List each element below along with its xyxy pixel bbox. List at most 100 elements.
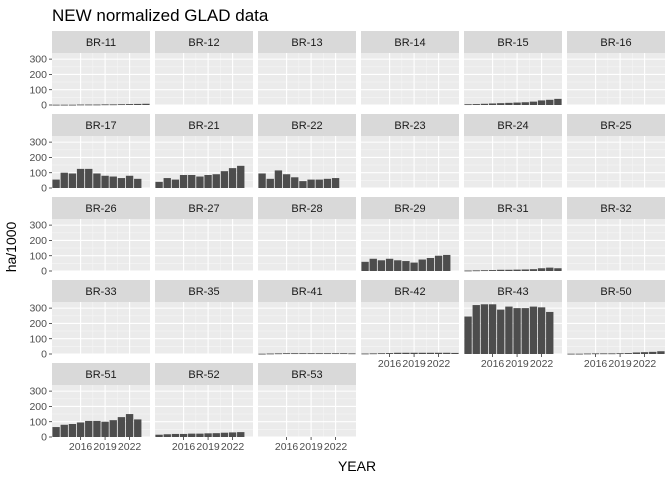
panel-background	[361, 136, 459, 188]
bar-br-22-2016	[282, 174, 291, 188]
facet-panel-br-16: BR-16	[567, 31, 665, 106]
panel-background	[258, 219, 356, 271]
facet-strip-label: BR-42	[394, 286, 425, 298]
x-tick-label: 2022	[633, 358, 657, 370]
bar-br-11-2020	[109, 104, 117, 106]
bar-br-41-2024	[348, 353, 356, 355]
facet-strip	[52, 31, 150, 53]
bar-br-21-2015	[171, 179, 180, 188]
bar-br-17-2015	[68, 173, 77, 188]
bar-br-17-2019	[101, 175, 109, 188]
bar-br-17-2018	[93, 173, 101, 188]
y-tick-label: 300	[29, 220, 47, 232]
facet-strip	[567, 31, 665, 53]
bar-br-11-2014	[60, 104, 68, 106]
facet-panel-br-52: BR-52 2016 2019 2022	[155, 363, 253, 453]
bar-br-31-2022	[537, 268, 546, 271]
y-tick-label: 0	[41, 183, 47, 195]
bar-br-52-2014	[163, 434, 171, 437]
x-tick-label: 2019	[93, 441, 117, 453]
panel-background	[52, 385, 150, 437]
bar-br-41-2020	[315, 353, 323, 355]
bar-br-15-2015	[480, 103, 489, 105]
bar-br-52-2022	[228, 432, 237, 437]
bar-br-31-2017	[497, 269, 505, 271]
bar-br-29-2019	[410, 262, 418, 271]
facet-strip-label: BR-43	[497, 286, 528, 298]
bar-br-11-2023	[134, 103, 142, 105]
facet-panel-br-23: BR-23	[361, 114, 459, 189]
bar-br-42-2018	[402, 352, 410, 354]
bar-br-42-2014	[369, 353, 377, 355]
bar-br-50-2019	[616, 353, 624, 355]
bar-br-15-2021	[529, 101, 538, 105]
bar-br-21-2020	[212, 174, 220, 188]
bar-br-17-2013	[52, 179, 60, 188]
facet-strip	[155, 31, 253, 53]
bar-br-17-2023	[134, 178, 142, 188]
bar-br-51-2018	[93, 420, 101, 437]
bar-br-11-2017	[85, 104, 93, 106]
bar-br-50-2024	[657, 351, 665, 354]
panel-background	[258, 302, 356, 354]
bar-br-51-2019	[101, 421, 109, 437]
bar-br-22-2018	[299, 181, 307, 188]
bar-br-41-2014	[266, 353, 274, 355]
bar-br-50-2016	[591, 353, 600, 355]
x-tick-label: 2022	[427, 358, 451, 370]
bar-br-31-2024	[554, 268, 562, 271]
facet-panel-br-13: BR-13	[258, 31, 356, 106]
facet-strip	[361, 31, 459, 53]
bar-br-29-2014	[369, 258, 377, 271]
bar-br-15-2020	[521, 102, 529, 105]
panel-background	[464, 302, 562, 354]
bar-br-41-2023	[340, 353, 348, 355]
bar-br-29-2013	[361, 261, 369, 271]
bar-br-43-2019	[513, 308, 521, 354]
bar-br-31-2023	[546, 267, 554, 271]
facet-panel-br-17: BR-17 0 100 200 300	[29, 114, 150, 195]
facet-strip-label: BR-23	[394, 120, 425, 132]
bar-br-51-2022	[125, 414, 134, 437]
bar-br-15-2013	[464, 104, 472, 106]
bar-br-17-2021	[117, 178, 126, 188]
facet-strip-label: BR-21	[188, 120, 219, 132]
bar-br-52-2018	[196, 433, 204, 437]
y-tick-label: 0	[41, 432, 47, 444]
bar-br-31-2013	[464, 270, 472, 272]
facet-strip-label: BR-32	[600, 203, 631, 215]
bar-br-22-2013	[258, 173, 266, 188]
bar-br-31-2019	[513, 269, 521, 271]
facet-strip-label: BR-27	[188, 203, 219, 215]
panel-background	[155, 136, 253, 188]
bar-br-51-2016	[76, 422, 85, 437]
facet-strip	[258, 280, 356, 302]
panel-background	[361, 219, 459, 271]
y-tick-label: 100	[29, 416, 47, 428]
facet-strip	[361, 197, 459, 219]
facet-strip	[567, 280, 665, 302]
bar-br-31-2018	[505, 269, 513, 271]
bar-br-42-2024	[451, 352, 459, 354]
facet-strip	[567, 114, 665, 136]
y-tick-label: 100	[29, 167, 47, 179]
facet-strip	[155, 363, 253, 385]
bar-br-11-2015	[68, 104, 77, 106]
x-tick-label: 2016	[378, 358, 402, 370]
bar-br-43-2016	[488, 304, 497, 354]
panel-background	[258, 53, 356, 105]
y-axis-title: ha/1000	[3, 221, 19, 272]
x-axis-title: YEAR	[338, 458, 376, 474]
facet-strip-label: BR-22	[291, 120, 322, 132]
bar-br-41-2013	[258, 353, 266, 355]
facet-strip	[464, 197, 562, 219]
facet-strip-label: BR-33	[85, 286, 116, 298]
facet-strip	[258, 31, 356, 53]
panel-background	[464, 136, 562, 188]
panel-background	[155, 302, 253, 354]
panel-background	[361, 53, 459, 105]
bar-br-31-2014	[472, 270, 480, 272]
facet-strip-label: BR-31	[497, 203, 528, 215]
y-tick-label: 0	[41, 349, 47, 361]
bar-br-42-2021	[426, 352, 435, 354]
